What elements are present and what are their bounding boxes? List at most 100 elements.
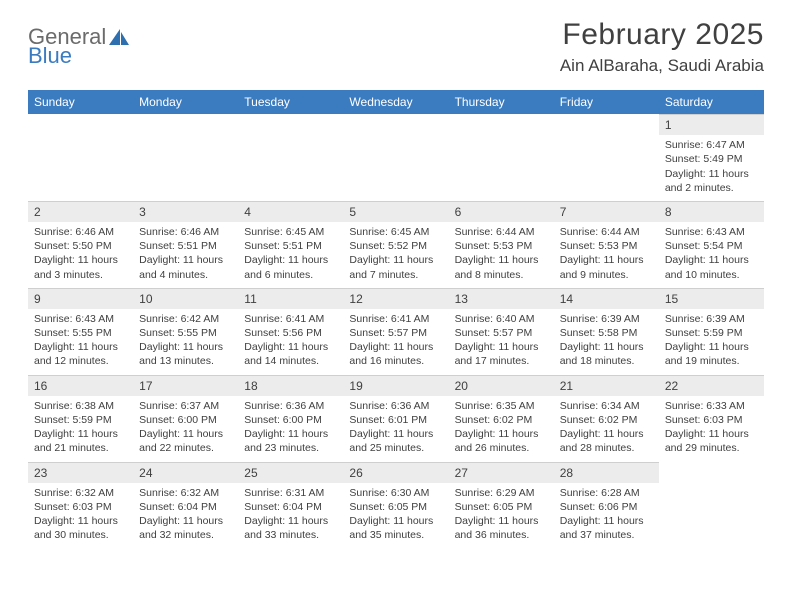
sail-icon [108,28,130,46]
day-details: Sunrise: 6:31 AMSunset: 6:04 PMDaylight:… [238,483,343,549]
sunset-text: Sunset: 6:05 PM [455,500,548,514]
sunset-text: Sunset: 6:05 PM [349,500,442,514]
daylight-text: Daylight: 11 hours and 22 minutes. [139,427,232,455]
month-title: February 2025 [560,18,764,52]
sunrise-text: Sunrise: 6:37 AM [139,399,232,413]
day-details: Sunrise: 6:28 AMSunset: 6:06 PMDaylight:… [554,483,659,549]
day-details: Sunrise: 6:43 AMSunset: 5:55 PMDaylight:… [28,309,133,375]
empty-cell [238,114,343,201]
empty-cell [133,114,238,201]
day-number: 18 [238,375,343,396]
day-cell: 12Sunrise: 6:41 AMSunset: 5:57 PMDayligh… [343,288,448,375]
week-row: 16Sunrise: 6:38 AMSunset: 5:59 PMDayligh… [28,375,764,462]
day-cell: 16Sunrise: 6:38 AMSunset: 5:59 PMDayligh… [28,375,133,462]
day-number: 2 [28,201,133,222]
weekday-header: Wednesday [343,90,448,114]
day-number: 14 [554,288,659,309]
day-cell: 8Sunrise: 6:43 AMSunset: 5:54 PMDaylight… [659,201,764,288]
daylight-text: Daylight: 11 hours and 14 minutes. [244,340,337,368]
day-cell: 1Sunrise: 6:47 AMSunset: 5:49 PMDaylight… [659,114,764,201]
day-cell: 27Sunrise: 6:29 AMSunset: 6:05 PMDayligh… [449,462,554,549]
sunrise-text: Sunrise: 6:33 AM [665,399,758,413]
daylight-text: Daylight: 11 hours and 8 minutes. [455,253,548,281]
sunset-text: Sunset: 5:58 PM [560,326,653,340]
sunrise-text: Sunrise: 6:36 AM [349,399,442,413]
calendar: SundayMondayTuesdayWednesdayThursdayFrid… [28,90,764,548]
day-details: Sunrise: 6:38 AMSunset: 5:59 PMDaylight:… [28,396,133,462]
day-cell: 14Sunrise: 6:39 AMSunset: 5:58 PMDayligh… [554,288,659,375]
weekday-header: Tuesday [238,90,343,114]
sunrise-text: Sunrise: 6:46 AM [34,225,127,239]
day-cell: 25Sunrise: 6:31 AMSunset: 6:04 PMDayligh… [238,462,343,549]
day-number: 5 [343,201,448,222]
daylight-text: Daylight: 11 hours and 4 minutes. [139,253,232,281]
day-number: 1 [659,114,764,135]
day-number: 3 [133,201,238,222]
day-number: 12 [343,288,448,309]
logo: General Blue [28,18,130,68]
sunrise-text: Sunrise: 6:32 AM [139,486,232,500]
week-row: 2Sunrise: 6:46 AMSunset: 5:50 PMDaylight… [28,201,764,288]
day-details: Sunrise: 6:33 AMSunset: 6:03 PMDaylight:… [659,396,764,462]
daylight-text: Daylight: 11 hours and 30 minutes. [34,514,127,542]
daylight-text: Daylight: 11 hours and 26 minutes. [455,427,548,455]
day-cell: 23Sunrise: 6:32 AMSunset: 6:03 PMDayligh… [28,462,133,549]
daylight-text: Daylight: 11 hours and 3 minutes. [34,253,127,281]
daylight-text: Daylight: 11 hours and 18 minutes. [560,340,653,368]
day-details: Sunrise: 6:45 AMSunset: 5:51 PMDaylight:… [238,222,343,288]
sunset-text: Sunset: 5:59 PM [34,413,127,427]
day-number: 8 [659,201,764,222]
day-cell: 26Sunrise: 6:30 AMSunset: 6:05 PMDayligh… [343,462,448,549]
day-details: Sunrise: 6:46 AMSunset: 5:51 PMDaylight:… [133,222,238,288]
day-cell: 10Sunrise: 6:42 AMSunset: 5:55 PMDayligh… [133,288,238,375]
daylight-text: Daylight: 11 hours and 6 minutes. [244,253,337,281]
sunrise-text: Sunrise: 6:34 AM [560,399,653,413]
sunset-text: Sunset: 6:04 PM [244,500,337,514]
sunset-text: Sunset: 6:04 PM [139,500,232,514]
day-details: Sunrise: 6:44 AMSunset: 5:53 PMDaylight:… [449,222,554,288]
daylight-text: Daylight: 11 hours and 32 minutes. [139,514,232,542]
daylight-text: Daylight: 11 hours and 23 minutes. [244,427,337,455]
day-details: Sunrise: 6:32 AMSunset: 6:04 PMDaylight:… [133,483,238,549]
day-details: Sunrise: 6:46 AMSunset: 5:50 PMDaylight:… [28,222,133,288]
sunset-text: Sunset: 5:51 PM [244,239,337,253]
day-number: 4 [238,201,343,222]
daylight-text: Daylight: 11 hours and 21 minutes. [34,427,127,455]
day-cell: 17Sunrise: 6:37 AMSunset: 6:00 PMDayligh… [133,375,238,462]
sunset-text: Sunset: 6:03 PM [665,413,758,427]
header: General Blue February 2025 Ain AlBaraha,… [28,18,764,76]
day-number: 6 [449,201,554,222]
day-cell: 9Sunrise: 6:43 AMSunset: 5:55 PMDaylight… [28,288,133,375]
sunset-text: Sunset: 5:51 PM [139,239,232,253]
day-number: 11 [238,288,343,309]
daylight-text: Daylight: 11 hours and 37 minutes. [560,514,653,542]
day-details: Sunrise: 6:36 AMSunset: 6:00 PMDaylight:… [238,396,343,462]
day-details: Sunrise: 6:39 AMSunset: 5:59 PMDaylight:… [659,309,764,375]
weekday-header: Thursday [449,90,554,114]
sunrise-text: Sunrise: 6:44 AM [560,225,653,239]
day-cell: 21Sunrise: 6:34 AMSunset: 6:02 PMDayligh… [554,375,659,462]
sunset-text: Sunset: 5:52 PM [349,239,442,253]
empty-cell [554,114,659,201]
day-cell: 20Sunrise: 6:35 AMSunset: 6:02 PMDayligh… [449,375,554,462]
sunset-text: Sunset: 6:00 PM [139,413,232,427]
day-cell: 13Sunrise: 6:40 AMSunset: 5:57 PMDayligh… [449,288,554,375]
sunset-text: Sunset: 5:49 PM [665,152,758,166]
day-number: 24 [133,462,238,483]
sunset-text: Sunset: 6:01 PM [349,413,442,427]
day-cell: 2Sunrise: 6:46 AMSunset: 5:50 PMDaylight… [28,201,133,288]
day-number: 26 [343,462,448,483]
sunrise-text: Sunrise: 6:38 AM [34,399,127,413]
sunrise-text: Sunrise: 6:44 AM [455,225,548,239]
daylight-text: Daylight: 11 hours and 12 minutes. [34,340,127,368]
week-row: 1Sunrise: 6:47 AMSunset: 5:49 PMDaylight… [28,114,764,201]
logo-text-blue: Blue [28,45,72,67]
day-cell: 7Sunrise: 6:44 AMSunset: 5:53 PMDaylight… [554,201,659,288]
day-details: Sunrise: 6:40 AMSunset: 5:57 PMDaylight:… [449,309,554,375]
sunrise-text: Sunrise: 6:41 AM [244,312,337,326]
weekday-header: Friday [554,90,659,114]
sunset-text: Sunset: 5:54 PM [665,239,758,253]
sunset-text: Sunset: 5:53 PM [560,239,653,253]
sunrise-text: Sunrise: 6:35 AM [455,399,548,413]
day-number: 27 [449,462,554,483]
